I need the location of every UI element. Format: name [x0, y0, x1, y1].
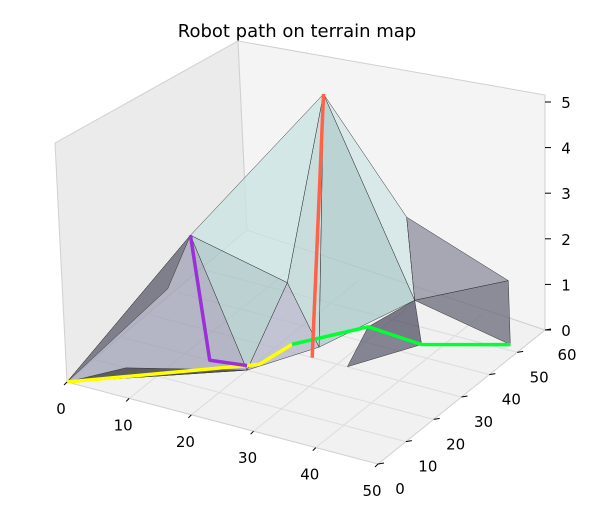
terrain-facet: [246, 282, 320, 371]
y-tick: [433, 417, 440, 420]
y-tick-label: 50: [530, 368, 549, 386]
robot-path: [66, 93, 511, 384]
path-segment: [310, 93, 326, 358]
y-tick: [377, 462, 385, 465]
x-tick: [374, 463, 379, 468]
y-tick: [405, 440, 412, 443]
path-segment: [291, 325, 511, 347]
z-tick-label: 1: [561, 276, 571, 294]
y-tick: [517, 350, 524, 353]
x-tick: [250, 430, 254, 435]
z-tick-label: 0: [561, 322, 571, 340]
path-segment: [188, 234, 248, 368]
y-tick-label: 30: [474, 413, 493, 431]
x-tick: [63, 381, 68, 386]
x-tick: [188, 414, 192, 419]
x-tick-label: 40: [300, 466, 319, 484]
terrain-surface: [66, 93, 511, 383]
y-tick-label: 10: [418, 458, 437, 476]
y-tick-label: 40: [502, 391, 521, 409]
path-segment: [66, 342, 293, 384]
x-tick-label: 50: [362, 482, 381, 500]
terrain-facet: [413, 280, 511, 345]
z-tick-label: 5: [561, 94, 571, 112]
y-tick-label: 0: [395, 480, 405, 498]
x-tick: [312, 447, 317, 451]
chart-title: Robot path on terrain map: [178, 21, 416, 42]
z-tick-label: 3: [561, 185, 571, 203]
z-tick-label: 4: [561, 140, 571, 158]
y-tick: [489, 373, 496, 376]
y-tick: [461, 395, 468, 398]
x-tick-label: 10: [114, 416, 133, 434]
x-tick-label: 20: [176, 433, 195, 451]
x-tick-label: 0: [56, 400, 66, 418]
x-tick-label: 30: [238, 449, 257, 467]
axis-ticks: 0 10 20 30 40 50 0 10 20 30 40 50 60 0 1 2 3 4 5: [56, 94, 576, 500]
y-tick-label: 20: [446, 435, 465, 453]
x-tick: [125, 398, 130, 402]
terrain-facet: [66, 235, 191, 383]
z-tick-label: 2: [561, 231, 571, 249]
y-tick-label: 60: [557, 346, 576, 364]
